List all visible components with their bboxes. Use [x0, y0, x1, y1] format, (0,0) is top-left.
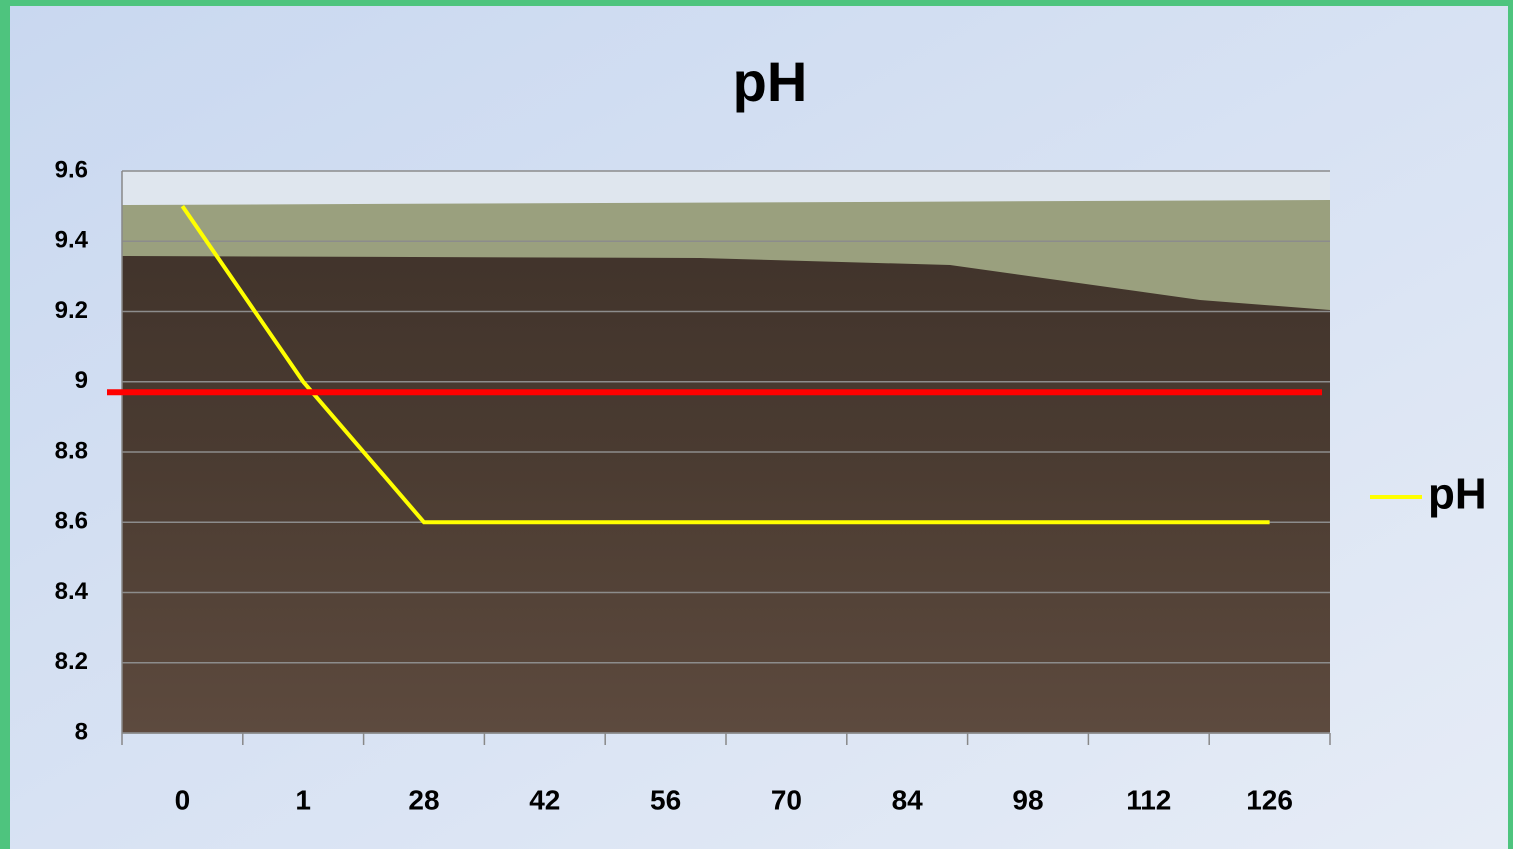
- y-tick-label: 8.6: [55, 508, 88, 535]
- y-tick-label: 9.4: [55, 227, 89, 254]
- x-tick-label: 84: [892, 784, 924, 815]
- y-tick-label: 8.2: [55, 648, 88, 675]
- x-tick-label: 42: [529, 784, 560, 815]
- chart-title: pH: [733, 50, 808, 113]
- y-tick-label: 8.8: [55, 437, 88, 464]
- chart: pH 8 8.2 8.4 8.6 8.8 9 9.2 9.4 9.6 0 1 28 42 56 70 84 98…: [0, 0, 1513, 849]
- x-tick-label: 70: [771, 784, 802, 815]
- x-tick-label: 28: [408, 784, 439, 815]
- x-tick-label: 1: [295, 784, 311, 815]
- x-tick-label: 112: [1126, 784, 1171, 815]
- x-tick-label: 56: [650, 784, 681, 815]
- legend-label: pH: [1428, 470, 1487, 519]
- y-tick-label: 9: [75, 367, 88, 394]
- x-tick-label: 98: [1012, 784, 1043, 815]
- y-tick-label: 8.4: [55, 578, 89, 605]
- x-tick-label: 0: [175, 784, 191, 815]
- y-tick-label: 9.2: [55, 297, 88, 324]
- y-tick-label: 8: [75, 718, 88, 745]
- y-tick-label: 9.6: [55, 156, 88, 183]
- x-tick-label: 126: [1246, 784, 1293, 815]
